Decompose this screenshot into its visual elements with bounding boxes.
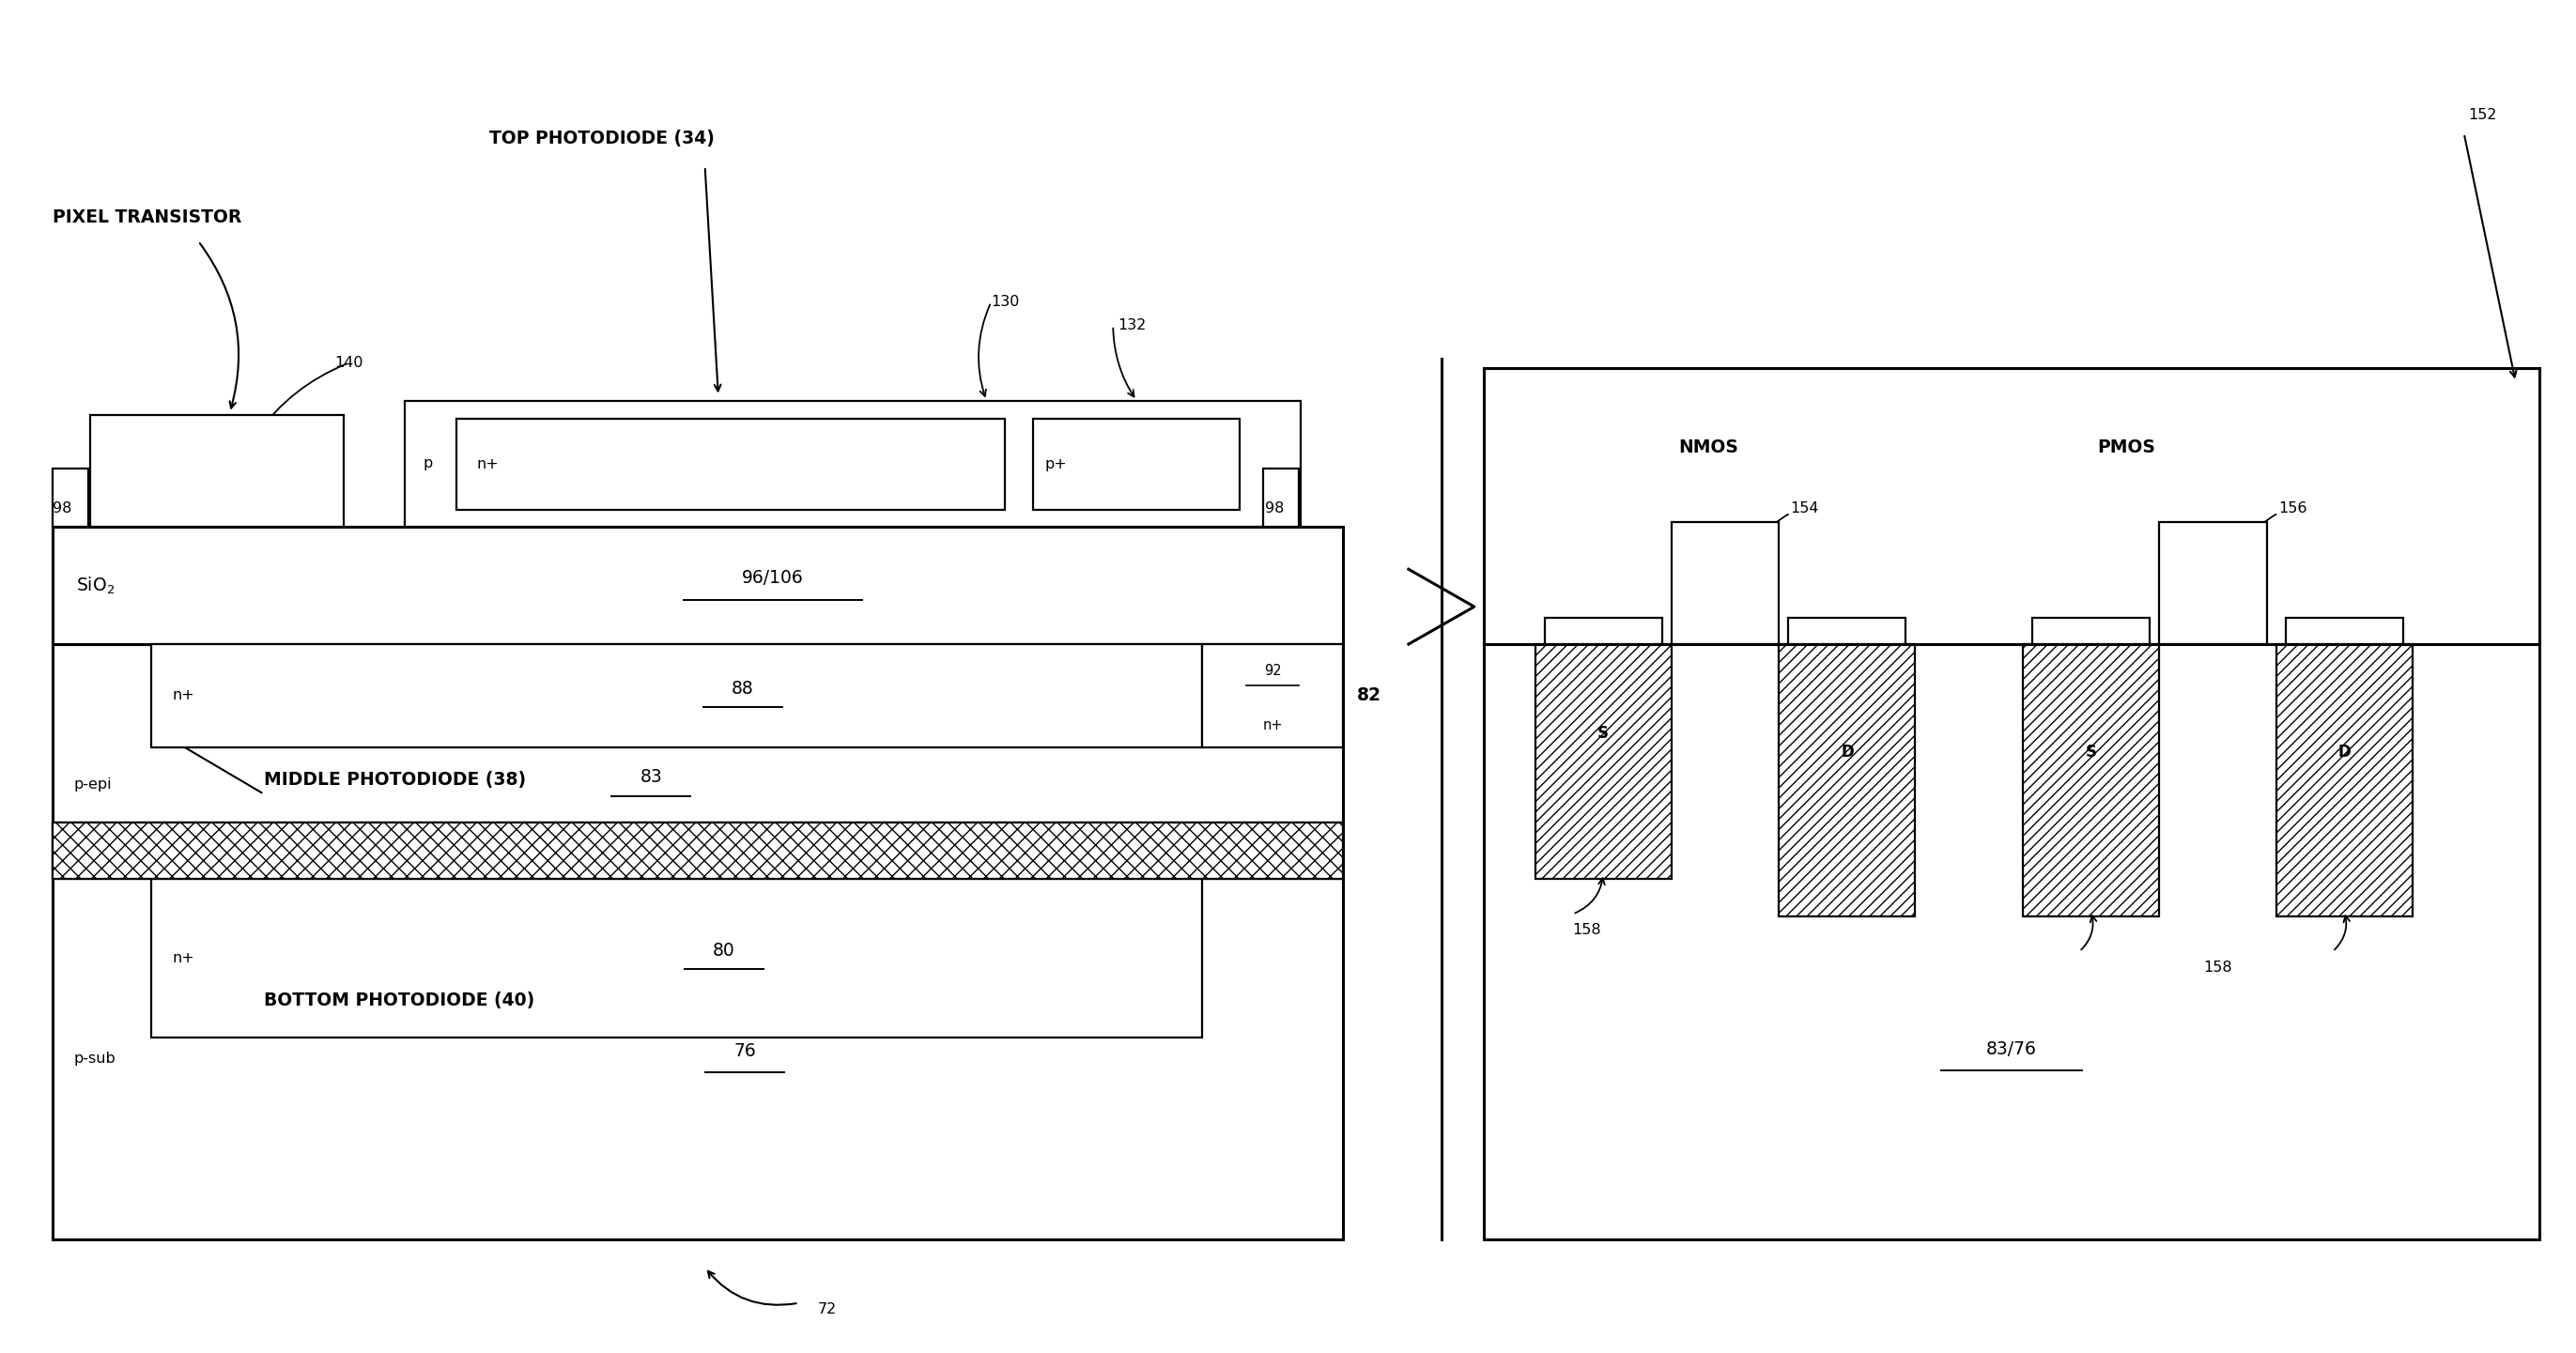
Text: S: S (1597, 725, 1610, 741)
Text: p+: p+ (1043, 457, 1066, 471)
Text: D: D (2339, 744, 2352, 760)
Text: p: p (422, 457, 433, 471)
Text: 72: 72 (817, 1303, 837, 1316)
Text: 92: 92 (1265, 663, 1280, 678)
Text: 76: 76 (734, 1042, 755, 1061)
Text: 152: 152 (2468, 108, 2496, 122)
Text: n+: n+ (1262, 718, 1283, 733)
Text: 96/106: 96/106 (742, 570, 804, 587)
Text: 154: 154 (1790, 501, 1819, 515)
Text: S: S (2087, 744, 2097, 760)
Bar (1484, 368, 2540, 1239)
Text: 156: 156 (2277, 501, 2308, 515)
Text: 80: 80 (714, 942, 734, 959)
Text: TOP PHOTODIODE (34): TOP PHOTODIODE (34) (489, 129, 714, 147)
Bar (54, 823, 1342, 878)
Text: NMOS: NMOS (1680, 438, 1739, 456)
Text: 98: 98 (1265, 502, 1285, 515)
Bar (1672, 522, 1780, 644)
Bar (54, 823, 1342, 878)
Text: 88: 88 (732, 681, 755, 698)
Text: PIXEL TRANSISTOR: PIXEL TRANSISTOR (54, 208, 242, 227)
Bar (1535, 644, 1672, 878)
Bar (54, 528, 1342, 1239)
Text: BOTTOM PHOTODIODE (40): BOTTOM PHOTODIODE (40) (263, 992, 536, 1009)
Bar (90, 414, 343, 528)
Bar (1033, 418, 1239, 510)
Text: n+: n+ (477, 457, 500, 471)
Text: 140: 140 (335, 356, 363, 371)
Text: D: D (1842, 744, 1855, 760)
Text: n+: n+ (173, 689, 193, 702)
Text: p-epi: p-epi (75, 778, 111, 792)
Bar (152, 644, 1203, 747)
Bar (1546, 618, 1662, 644)
Text: MIDDLE PHOTODIODE (38): MIDDLE PHOTODIODE (38) (263, 771, 526, 789)
Bar (54, 469, 88, 528)
Bar (2277, 644, 2411, 916)
Text: 82: 82 (1358, 687, 1381, 705)
Text: 98: 98 (54, 502, 72, 515)
Bar (2285, 618, 2403, 644)
Text: p-sub: p-sub (75, 1051, 116, 1066)
Bar (1788, 618, 1906, 644)
Bar (1780, 644, 1914, 916)
Text: 158: 158 (2202, 961, 2231, 974)
Bar (2022, 644, 2159, 916)
Bar (456, 418, 1005, 510)
Bar (2159, 522, 2267, 644)
Text: SiO$_2$: SiO$_2$ (77, 575, 116, 597)
Bar (404, 400, 1301, 528)
Bar (152, 878, 1203, 1038)
Bar (1262, 469, 1298, 528)
Bar (54, 528, 1342, 644)
Text: PMOS: PMOS (2097, 438, 2156, 456)
Text: 83: 83 (639, 769, 662, 786)
Text: 132: 132 (1118, 318, 1146, 333)
Bar (1203, 644, 1342, 747)
Text: 83/76: 83/76 (1986, 1040, 2038, 1058)
Bar (2032, 618, 2151, 644)
Text: 158: 158 (1571, 923, 1602, 938)
Text: 130: 130 (992, 295, 1020, 310)
Text: n+: n+ (173, 951, 193, 965)
